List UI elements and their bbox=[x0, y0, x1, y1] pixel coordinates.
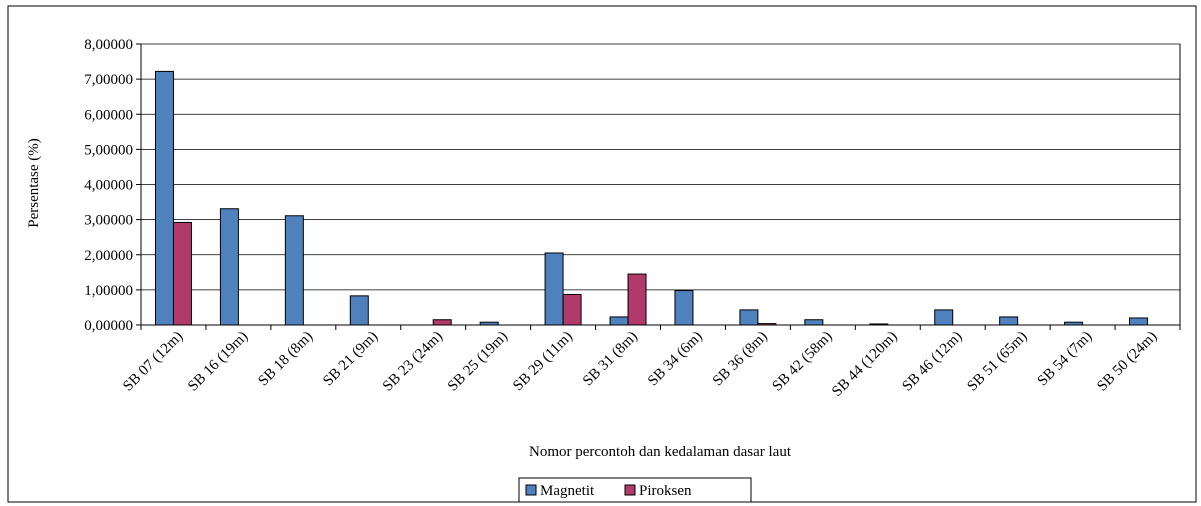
bar-magnetit-2 bbox=[284, 215, 304, 326]
legend: Magnetit Piroksen bbox=[518, 477, 752, 503]
bar-piroksen-4 bbox=[432, 319, 452, 326]
bar-magnetit-13 bbox=[999, 316, 1019, 326]
bar-magnetit-10 bbox=[804, 319, 824, 326]
bar-magnetit-12 bbox=[934, 309, 954, 326]
legend-swatch-magnetit bbox=[525, 484, 537, 496]
bar-magnetit-8 bbox=[674, 290, 694, 326]
y-axis-title: Persentase (%) bbox=[26, 138, 42, 228]
bar-magnetit-15 bbox=[1129, 317, 1149, 326]
bar-magnetit-9 bbox=[739, 309, 759, 326]
bars bbox=[154, 70, 1149, 326]
bar-piroksen-0 bbox=[172, 221, 192, 326]
bar-piroksen-7 bbox=[627, 273, 647, 326]
legend-label-piroksen: Piroksen bbox=[639, 483, 692, 499]
y-tick-label: 4,00000 bbox=[84, 178, 133, 194]
bar-piroksen-6 bbox=[562, 293, 582, 326]
legend-label-magnetit: Magnetit bbox=[540, 483, 595, 499]
bar-magnetit-0 bbox=[154, 70, 174, 326]
bar-magnetit-1 bbox=[219, 208, 239, 326]
y-tick-label: 2,00000 bbox=[84, 248, 133, 264]
y-tick-label: 8,00000 bbox=[84, 37, 133, 53]
bar-magnetit-7 bbox=[609, 316, 629, 326]
y-tick-label: 7,00000 bbox=[84, 72, 133, 88]
legend-swatch-piroksen bbox=[624, 484, 636, 496]
y-tick-label: 6,00000 bbox=[84, 107, 133, 123]
y-axis-ticks: 0,00000 1,00000 2,00000 3,00000 4,00000 5,000… bbox=[84, 37, 141, 334]
bar-magnetit-6 bbox=[544, 252, 564, 326]
y-tick-label: 5,00000 bbox=[84, 142, 133, 158]
chart-border bbox=[7, 5, 1197, 503]
y-tick-label: 0,00000 bbox=[84, 318, 133, 334]
bar-magnetit-3 bbox=[349, 295, 369, 326]
y-tick-label: 3,00000 bbox=[84, 213, 133, 229]
legend-box bbox=[518, 477, 752, 503]
y-tick-label: 1,00000 bbox=[84, 283, 133, 299]
x-axis-title: Nomor percontoh dan kedalaman dasar laut bbox=[529, 444, 792, 460]
